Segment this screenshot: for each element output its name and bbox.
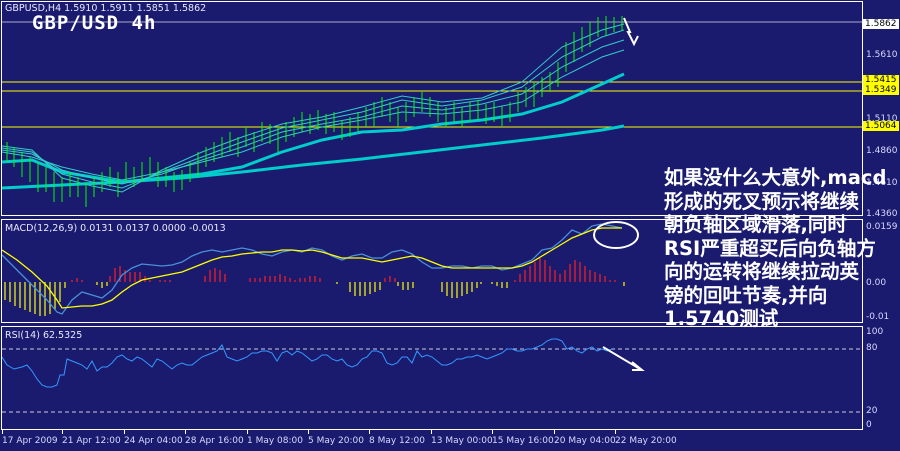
chart-title: GBP/USD 4h [32, 12, 157, 34]
macd-tick: 0.0159 [866, 222, 898, 232]
price-tick: 1.4860 [866, 146, 898, 156]
level-tag: 1.5064 [863, 121, 899, 131]
time-label: 17 Apr 2009 [2, 436, 58, 446]
time-label: 22 May 20:00 [615, 436, 677, 446]
down-arrow-annotation [602, 346, 645, 371]
rsi-tick: 100 [866, 327, 884, 337]
annotation-line: 1.5740测试 [664, 307, 779, 330]
time-label: 24 Apr 04:00 [124, 436, 183, 446]
macd-tick: -0.01 [866, 312, 890, 322]
time-label: 21 Apr 12:00 [62, 436, 121, 446]
rsi-tick: 80 [866, 343, 878, 353]
analysis-annotation: 如果没什么大意外,macd 形成的死叉预示将继续 朝负轴区域滑落,同时 RSI严… [664, 166, 900, 331]
candles [6, 16, 623, 207]
time-label: 15 May 16:00 [492, 436, 554, 446]
time-label: 5 May 20:00 [308, 436, 364, 446]
macd-canvas [2, 221, 639, 316]
symbol-info: GBPUSD,H4 1.5910 1.5911 1.5851 1.5862 [5, 3, 207, 14]
annotation-line: 镑的回吐节奏,并向 [664, 283, 828, 307]
rsi-tick: 20 [866, 406, 878, 416]
price-chart-canvas [2, 16, 862, 207]
price-tick: 1.5610 [866, 50, 898, 60]
annotation-line: 形成的死叉预示将继续 [664, 189, 860, 213]
price-tick: 1.4360 [866, 209, 898, 219]
price-chart-panel[interactable]: GBPUSD,H4 1.5910 1.5911 1.5851 1.5862 GB… [1, 1, 863, 216]
time-label: 28 Apr 16:00 [185, 436, 244, 446]
macd-tick: 0.00 [866, 278, 887, 288]
down-arrow-annotation [623, 17, 639, 47]
rsi-label: RSI(14) 62.5325 [5, 330, 83, 341]
annotation-line: 如果没什么大意外,macd [664, 166, 887, 189]
time-label: 13 May 00:00 [431, 436, 493, 446]
rsi-tick: 0 [866, 420, 872, 430]
macd-label: MACD(12,26,9) 0.0131 0.0137 0.0000 -0.00… [5, 223, 226, 234]
annotation-line: 朝负轴区域滑落,同时 [664, 213, 847, 236]
price-tick: 1.5110 [866, 114, 898, 124]
level-tag: 1.5349 [863, 85, 899, 95]
annotation-line: 向的运转将继续拉动英 [664, 260, 860, 283]
time-label: 1 May 08:00 [247, 436, 303, 446]
circle-annotation [593, 221, 639, 249]
current-price-tag: 1.5862 [863, 19, 899, 29]
level-tag: 1.5415 [863, 75, 899, 85]
rsi-canvas [2, 338, 862, 413]
time-label: 8 May 12:00 [369, 436, 425, 446]
price-tick: 1.4610 [866, 178, 898, 188]
annotation-line: RSI严重超买后向负轴方 [664, 236, 876, 260]
rsi-panel[interactable]: RSI(14) 62.5325 [1, 326, 863, 430]
macd-panel[interactable]: MACD(12,26,9) 0.0131 0.0137 0.0000 -0.00… [1, 219, 863, 323]
time-label: 20 May 04:00 [554, 436, 616, 446]
